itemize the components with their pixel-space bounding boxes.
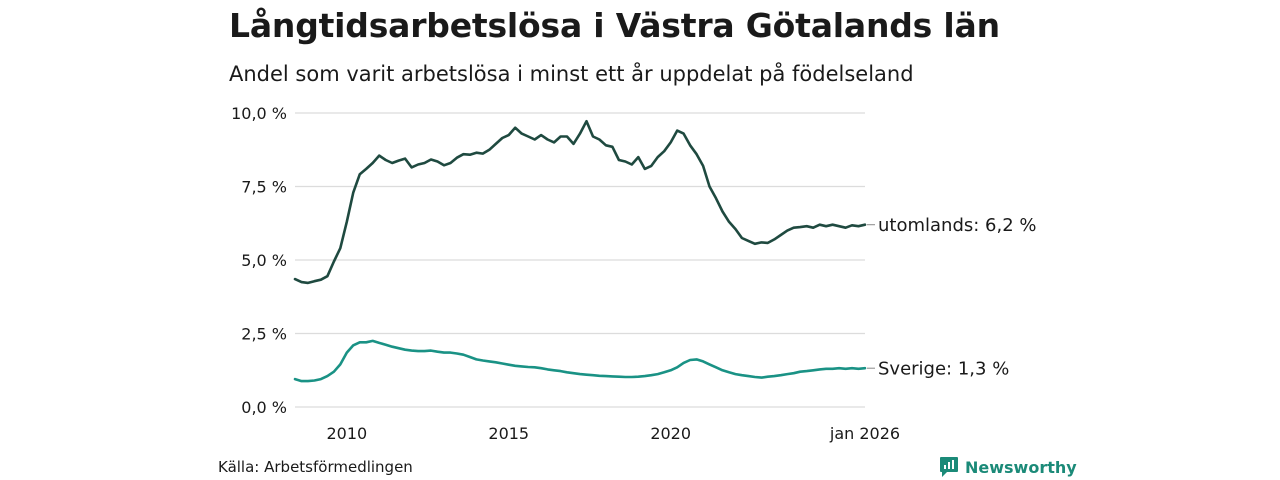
y-tick-label: 10,0 % — [231, 104, 287, 123]
y-tick-label: 5,0 % — [241, 251, 287, 270]
brand-logo: Newsworthy — [939, 456, 1077, 478]
series-line-utomlands — [293, 119, 867, 285]
source-note: Källa: Arbetsförmedlingen — [218, 458, 413, 476]
x-tick-label: 2020 — [650, 424, 691, 443]
y-tick-label: 0,0 % — [241, 398, 287, 417]
end-label-utomlands: utomlands: 6,2 % — [878, 215, 1037, 236]
brand-name: Newsworthy — [965, 457, 1077, 477]
x-tick-label: 2010 — [326, 424, 367, 443]
end-label-sverige: Sverige: 1,3 % — [878, 359, 1009, 380]
x-tick-label: jan 2026 — [829, 424, 900, 443]
chart-title: Långtidsarbetslösa i Västra Götalands lä… — [229, 6, 1000, 45]
series-line-sverige — [293, 339, 867, 383]
newsworthy-logo-icon — [940, 457, 958, 477]
y-tick-label: 2,5 % — [241, 325, 287, 344]
y-tick-label: 7,5 % — [241, 178, 287, 197]
chart-subtitle: Andel som varit arbetslösa i minst ett å… — [229, 62, 914, 86]
x-tick-label: 2015 — [488, 424, 529, 443]
